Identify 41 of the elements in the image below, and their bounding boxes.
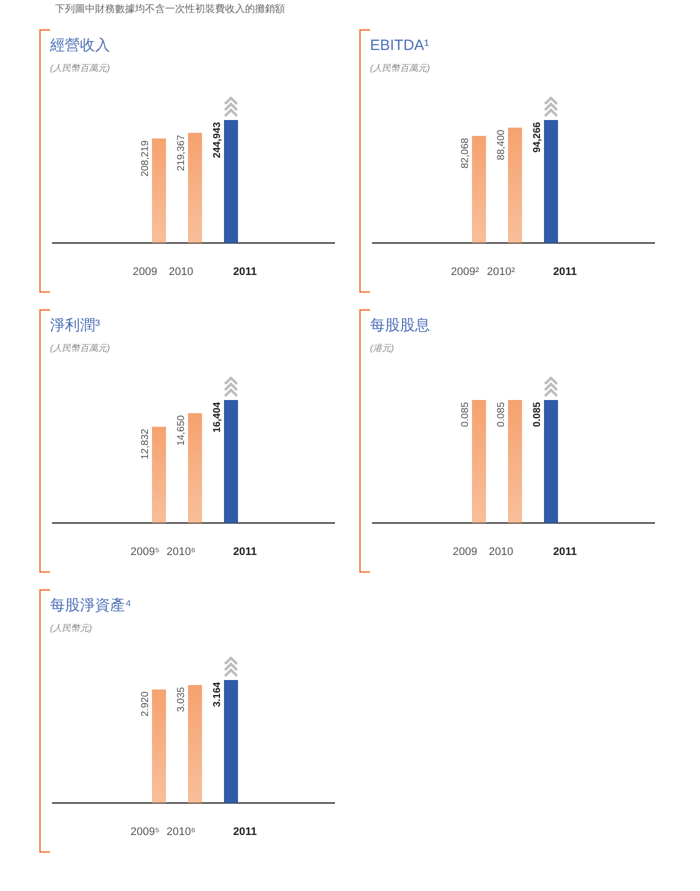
chart-title: 每股股息 <box>370 317 430 334</box>
chart-subtitle: (人民幣百萬元) <box>50 63 110 73</box>
text: 下列圖中財務數據均不含一次性初裝費收入的攤銷額 <box>55 3 285 15</box>
data-label: 0.085 <box>460 402 471 428</box>
data-label: 16,404 <box>212 402 223 433</box>
x-tick-label: 2009 <box>452 546 478 558</box>
chart-subtitle: (港元) <box>370 343 394 353</box>
data-label: 208,219 <box>140 140 151 177</box>
x-tick-label: 2009⁵ <box>130 826 160 838</box>
data-label: 94,266 <box>532 122 543 153</box>
chart-title: 經營收入 <box>49 37 110 54</box>
chart-subtitle: (人民幣百萬元) <box>50 343 110 353</box>
x-tick-label: 2011 <box>233 266 257 278</box>
x-tick-label: 2010⁶ <box>166 826 196 838</box>
data-label: 0.085 <box>496 402 507 428</box>
chart-title: 每股淨資產⁴ <box>50 597 132 614</box>
data-label: 82,068 <box>460 137 471 169</box>
chart-subtitle: (人民幣元) <box>50 623 92 633</box>
chart-title: 淨利潤³ <box>50 317 100 334</box>
data-label: 88,400 <box>496 129 507 160</box>
data-label: 244,943 <box>212 122 223 158</box>
data-label: 0.085 <box>532 402 543 428</box>
chart-subtitle: (人民幣百萬元) <box>370 63 430 73</box>
data-label: 2.920 <box>140 691 151 717</box>
x-tick-label: 2010 <box>168 266 194 278</box>
x-tick-label: 2009 <box>132 266 158 278</box>
x-tick-label: 2009⁵ <box>130 546 160 558</box>
x-tick-label: 2011 <box>553 546 577 558</box>
x-tick-label: 2011 <box>233 826 257 838</box>
data-label: 219,367 <box>176 134 187 171</box>
data-label: 3.035 <box>176 686 187 712</box>
x-tick-label: 2010 <box>488 546 514 558</box>
x-tick-label: 2009² <box>450 266 480 278</box>
x-tick-label: 2010² <box>486 266 516 278</box>
x-tick-label: 2010⁶ <box>166 546 196 558</box>
x-tick-label: 2011 <box>553 266 577 278</box>
data-label: 12,832 <box>140 428 151 460</box>
chart-title: EBITDA¹ <box>370 37 430 54</box>
data-label: 14,650 <box>176 414 187 446</box>
x-tick-label: 2011 <box>233 546 257 558</box>
data-label: 3.164 <box>212 682 223 708</box>
